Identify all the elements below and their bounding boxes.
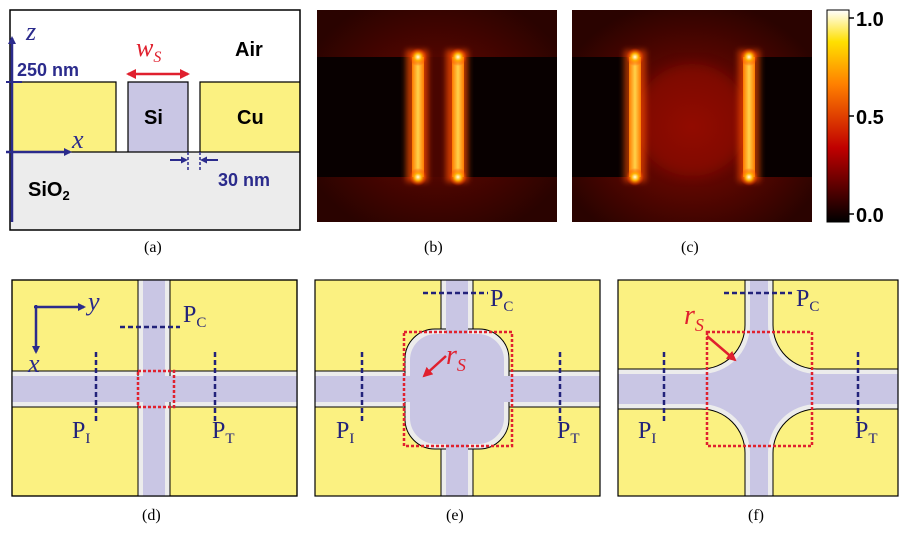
panel-b: (b) [317,10,557,256]
caption-f: (f) [748,507,764,524]
field-map-c-center-glow [636,64,748,176]
panel-a: z x 250 nm wS Air Si Cu SiO2 30 nm (a) [6,10,300,256]
si-waveguide-vertical-d [143,280,165,496]
hot-strip-b-left [412,57,424,177]
hot-corner-c-3 [626,168,644,186]
hot-corner-b-1 [409,48,427,66]
field-map-c-dark-right [752,57,812,177]
colorbar: 1.0 0.5 0.0 [827,9,884,227]
caption-d: (d) [142,507,161,524]
hot-corner-c-4 [740,168,758,186]
panel-c: (c) [572,10,812,256]
caption-b: (b) [424,239,443,256]
colorbar-tick-bottom: 0.0 [856,205,884,227]
panel-f: rS PC PI PT (f) [618,280,898,524]
hot-strip-c-left [629,57,641,177]
colorbar-gradient [827,10,849,222]
y-axis-label-d: y [85,287,100,316]
z-axis-label: z [25,17,36,46]
hot-corner-c-2 [740,48,758,66]
x-axis-label-d: x [27,349,40,378]
si-label: Si [144,107,163,129]
caption-c: (c) [681,239,699,256]
panel-d: y x PC PI PT (d) [12,280,297,524]
si-junction-disk-e [410,334,504,444]
panel-e: rS PC PI PT (e) [315,280,600,524]
hot-corner-c-1 [626,48,644,66]
hot-corner-b-2 [449,48,467,66]
cu-quadrant-br [773,409,898,496]
hot-strip-b-right [452,57,464,177]
colorbar-tick-top: 1.0 [856,9,884,31]
gap-label: 30 nm [218,170,270,190]
caption-a: (a) [144,239,162,256]
hot-corner-b-4 [449,168,467,186]
colorbar-tick-mid: 0.5 [856,107,884,129]
hot-corner-b-3 [409,168,427,186]
air-label: Air [235,39,263,61]
cu-label: Cu [237,107,264,129]
cu-left-region [10,82,116,152]
caption-e: (e) [446,507,464,524]
height-label: 250 nm [17,60,79,80]
x-axis-label: x [71,125,84,154]
hot-strip-c-right [743,57,755,177]
